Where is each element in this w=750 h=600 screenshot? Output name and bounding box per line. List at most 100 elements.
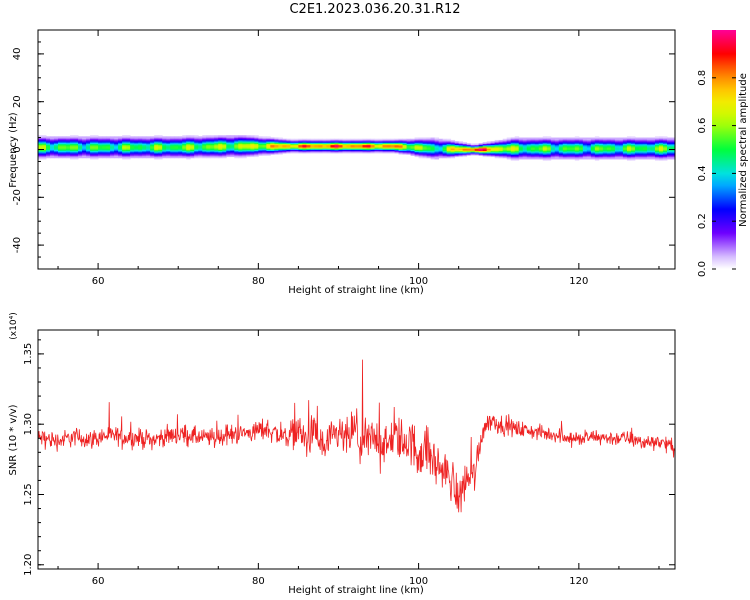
heatmap-cell bbox=[462, 154, 468, 156]
heatmap-cell bbox=[238, 156, 243, 159]
heatmap-cell bbox=[502, 139, 508, 142]
heatmap-cell bbox=[482, 149, 488, 152]
heatmap-cell bbox=[234, 139, 239, 142]
heatmap-cell bbox=[666, 153, 672, 155]
heatmap-cell bbox=[114, 141, 119, 143]
heatmap-cell bbox=[286, 143, 291, 146]
heatmap-cell bbox=[198, 151, 203, 154]
heatmap-cell bbox=[210, 139, 215, 142]
heatmap-cell bbox=[438, 142, 444, 144]
heatmap-cell bbox=[86, 150, 91, 153]
heatmap-cell bbox=[338, 147, 343, 149]
heatmap-cell bbox=[154, 157, 159, 160]
heatmap-cell bbox=[182, 141, 187, 143]
heatmap-cell bbox=[562, 151, 568, 154]
heatmap-cell bbox=[418, 138, 424, 141]
heatmap-cell bbox=[90, 154, 95, 156]
heatmap-cell bbox=[290, 150, 295, 153]
heatmap-cell bbox=[666, 147, 672, 149]
heatmap-cell bbox=[418, 142, 424, 144]
heatmap-cell bbox=[178, 137, 183, 140]
heatmap-cell bbox=[98, 141, 103, 143]
heatmap-cell bbox=[250, 136, 255, 138]
heatmap-cell bbox=[42, 156, 47, 159]
heatmap-cell bbox=[642, 143, 648, 146]
heatmap-cell bbox=[326, 145, 331, 148]
heatmap-cell bbox=[58, 155, 63, 158]
heatmap-cell bbox=[302, 141, 307, 143]
heatmap-cell bbox=[250, 143, 255, 146]
heatmap-cell bbox=[562, 150, 568, 153]
heatmap-cell bbox=[298, 148, 303, 150]
heatmap-cell bbox=[154, 153, 159, 155]
heatmap-cell bbox=[66, 156, 71, 159]
heatmap-cell bbox=[494, 139, 500, 142]
heatmap-cell bbox=[58, 139, 63, 142]
heatmap-cell bbox=[566, 137, 572, 140]
heatmap-cell bbox=[174, 156, 179, 159]
heatmap-cell bbox=[398, 148, 403, 150]
heatmap-cell bbox=[478, 145, 484, 148]
heatmap-cell bbox=[126, 142, 131, 144]
heatmap-cell bbox=[586, 142, 592, 144]
heatmap-cell bbox=[654, 154, 660, 156]
heatmap-cell bbox=[658, 139, 664, 142]
heatmap-cell bbox=[538, 138, 544, 141]
heatmap-cell bbox=[410, 138, 415, 141]
heatmap-cell bbox=[278, 139, 283, 142]
heatmap-cell bbox=[82, 154, 87, 156]
heatmap-cell bbox=[294, 143, 299, 146]
heatmap-cell bbox=[86, 137, 91, 140]
heatmap-cell bbox=[626, 141, 632, 143]
heatmap-cell bbox=[590, 147, 596, 149]
heatmap-cell bbox=[226, 151, 231, 154]
heatmap-cell bbox=[206, 145, 211, 148]
heatmap-cell bbox=[230, 138, 235, 141]
heatmap-cell bbox=[490, 155, 496, 158]
heatmap-cell bbox=[466, 149, 472, 152]
heatmap-cell bbox=[306, 147, 311, 149]
heatmap-cell bbox=[638, 144, 644, 147]
heatmap-cell bbox=[182, 143, 187, 146]
heatmap-cell bbox=[514, 151, 520, 154]
heatmap-cell bbox=[670, 145, 675, 148]
heatmap-cell bbox=[270, 144, 275, 147]
heatmap-cell bbox=[214, 155, 219, 158]
heatmap-cell bbox=[594, 159, 600, 161]
heatmap-cell bbox=[442, 145, 448, 148]
heatmap-cell bbox=[206, 150, 211, 153]
heatmap-cell bbox=[666, 144, 672, 147]
heatmap-cell bbox=[54, 141, 59, 143]
heatmap-cell bbox=[70, 147, 75, 149]
heatmap-cell bbox=[650, 138, 656, 141]
heatmap-cell bbox=[354, 147, 359, 149]
heatmap-cell bbox=[406, 148, 411, 150]
heatmap-cell bbox=[254, 151, 259, 154]
heatmap-cell bbox=[54, 137, 59, 140]
heatmap-cell bbox=[126, 141, 131, 143]
heatmap-cell bbox=[366, 144, 371, 147]
heatmap-cell bbox=[38, 154, 43, 156]
heatmap-cell bbox=[470, 147, 476, 149]
heatmap-cell bbox=[258, 143, 263, 146]
heatmap-cell bbox=[642, 149, 648, 152]
heatmap-cell bbox=[258, 149, 263, 152]
heatmap-cell bbox=[426, 142, 432, 144]
heatmap-cell bbox=[486, 142, 492, 144]
heatmap-cell bbox=[202, 136, 207, 138]
heatmap-cell bbox=[250, 139, 255, 142]
heatmap-cell bbox=[342, 144, 347, 147]
heatmap-cell bbox=[150, 145, 155, 148]
heatmap-cell bbox=[602, 154, 608, 156]
heatmap-cell bbox=[54, 153, 59, 155]
heatmap-cell bbox=[450, 142, 456, 144]
heatmap-cell bbox=[42, 150, 47, 153]
heatmap-cell bbox=[314, 147, 319, 149]
heatmap-cell bbox=[322, 138, 327, 141]
heatmap-cell bbox=[74, 157, 79, 160]
heatmap-cell bbox=[638, 147, 644, 149]
heatmap-cell bbox=[306, 151, 311, 154]
heatmap-cell bbox=[578, 138, 584, 141]
heatmap-cell bbox=[190, 153, 195, 155]
heatmap-cell bbox=[466, 144, 472, 147]
